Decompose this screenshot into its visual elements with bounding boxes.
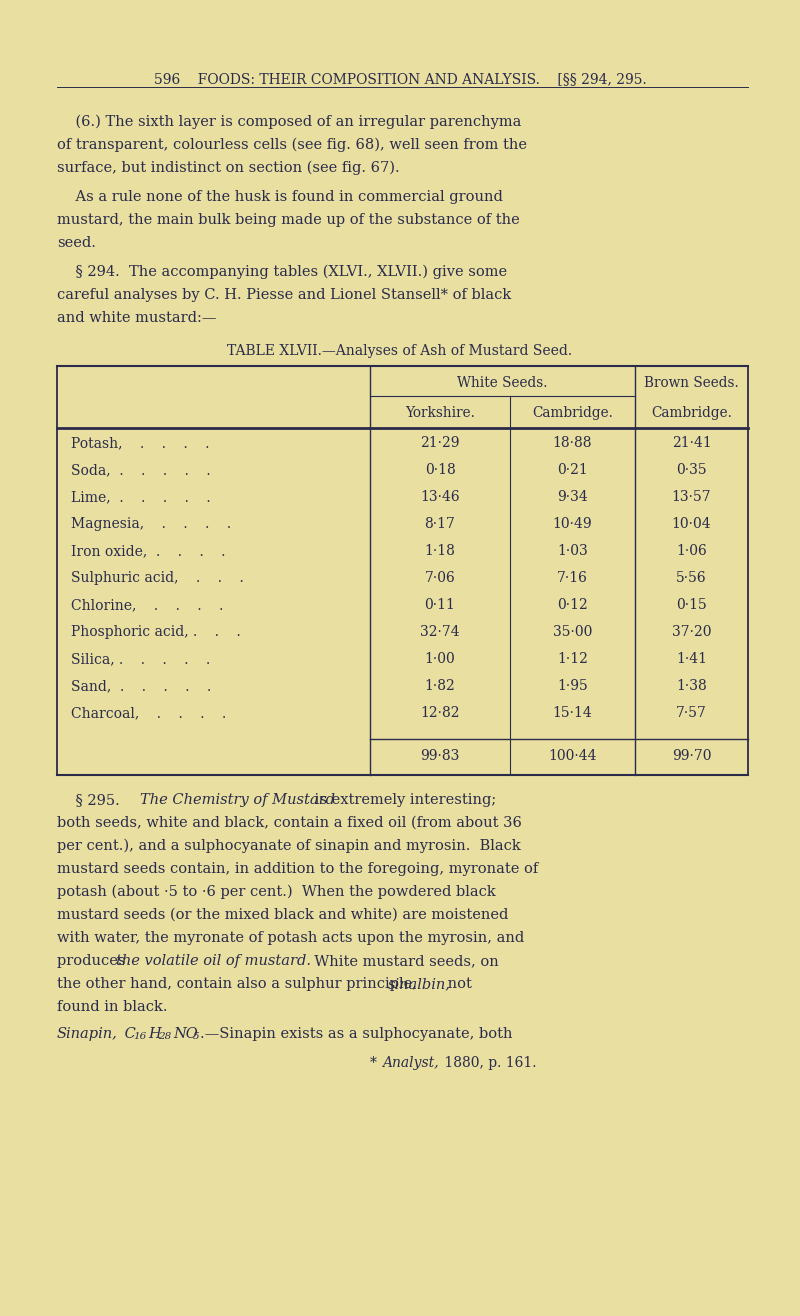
Text: Lime,  .    .    .    .    .: Lime, . . . . . — [71, 490, 210, 504]
Text: .—Sinapin exists as a sulphocyanate, both: .—Sinapin exists as a sulphocyanate, bot… — [200, 1026, 513, 1041]
Text: Potash,    .    .    .    .: Potash, . . . . — [71, 436, 210, 450]
Text: Sinapin,: Sinapin, — [57, 1026, 118, 1041]
Text: the volatile oil of mustard.: the volatile oil of mustard. — [116, 954, 311, 969]
Text: per cent.), and a sulphocyanate of sinapin and myrosin.  Black: per cent.), and a sulphocyanate of sinap… — [57, 840, 521, 853]
Text: 5: 5 — [193, 1032, 200, 1041]
Text: the other hand, contain also a sulphur principle,: the other hand, contain also a sulphur p… — [57, 976, 422, 991]
Text: 5·56: 5·56 — [676, 571, 707, 586]
Text: 13·57: 13·57 — [672, 490, 711, 504]
Text: Iron oxide,  .    .    .    .: Iron oxide, . . . . — [71, 544, 226, 558]
Text: mustard seeds contain, in addition to the foregoing, myronate of: mustard seeds contain, in addition to th… — [57, 862, 538, 876]
Text: not: not — [443, 976, 472, 991]
Text: 28: 28 — [158, 1032, 171, 1041]
Text: 32·74: 32·74 — [420, 625, 460, 640]
Text: careful analyses by C. H. Piesse and Lionel Stansell* of black: careful analyses by C. H. Piesse and Lio… — [57, 288, 511, 301]
Text: 18·88: 18·88 — [553, 436, 592, 450]
Text: 16: 16 — [133, 1032, 146, 1041]
Text: Cambridge.: Cambridge. — [651, 407, 732, 420]
Text: Sulphuric acid,    .    .    .: Sulphuric acid, . . . — [71, 571, 244, 586]
Text: 21·41: 21·41 — [672, 436, 711, 450]
Text: and white mustard:—: and white mustard:— — [57, 311, 217, 325]
Text: 1·00: 1·00 — [425, 651, 455, 666]
Text: 1·38: 1·38 — [676, 679, 707, 694]
Text: 7·16: 7·16 — [557, 571, 588, 586]
Text: 0·11: 0·11 — [425, 597, 455, 612]
Text: Soda,  .    .    .    .    .: Soda, . . . . . — [71, 463, 210, 476]
Text: mustard, the main bulk being made up of the substance of the: mustard, the main bulk being made up of … — [57, 213, 520, 226]
Text: 15·14: 15·14 — [553, 705, 592, 720]
Text: Chlorine,    .    .    .    .: Chlorine, . . . . — [71, 597, 223, 612]
Text: 99·83: 99·83 — [420, 749, 460, 763]
Text: 10·49: 10·49 — [553, 517, 592, 530]
Text: of transparent, colourless cells (see fig. 68), well seen from the: of transparent, colourless cells (see fi… — [57, 138, 527, 153]
Text: 1·82: 1·82 — [425, 679, 455, 694]
Text: Silica, .    .    .    .    .: Silica, . . . . . — [71, 651, 210, 666]
Text: 0·18: 0·18 — [425, 463, 455, 476]
Text: produces: produces — [57, 954, 130, 969]
Text: 99·70: 99·70 — [672, 749, 711, 763]
Text: Brown Seeds.: Brown Seeds. — [644, 376, 739, 390]
Text: 1·03: 1·03 — [557, 544, 588, 558]
Text: § 295.: § 295. — [57, 794, 124, 807]
Text: § 294.  The accompanying tables (XLVI., XLVII.) give some: § 294. The accompanying tables (XLVI., X… — [57, 265, 507, 279]
Text: Analyst,: Analyst, — [382, 1055, 438, 1070]
Text: 7·06: 7·06 — [425, 571, 455, 586]
Text: 100·44: 100·44 — [548, 749, 597, 763]
Text: TABLE XLVII.—Analyses of Ash of Mustard Seed.: TABLE XLVII.—Analyses of Ash of Mustard … — [227, 343, 573, 358]
Text: Sand,  .    .    .    .    .: Sand, . . . . . — [71, 679, 211, 694]
Text: 10·04: 10·04 — [672, 517, 711, 530]
Text: Cambridge.: Cambridge. — [532, 407, 613, 420]
Text: 0·35: 0·35 — [676, 463, 707, 476]
Text: 0·15: 0·15 — [676, 597, 707, 612]
Text: seed.: seed. — [57, 236, 96, 250]
Text: is extremely interesting;: is extremely interesting; — [310, 794, 496, 807]
Text: sinalbin,: sinalbin, — [388, 976, 451, 991]
Text: H: H — [148, 1026, 161, 1041]
Text: surface, but indistinct on section (see fig. 67).: surface, but indistinct on section (see … — [57, 161, 400, 175]
Text: 21·29: 21·29 — [420, 436, 460, 450]
Text: 0·12: 0·12 — [557, 597, 588, 612]
Text: potash (about ·5 to ·6 per cent.)  When the powdered black: potash (about ·5 to ·6 per cent.) When t… — [57, 884, 496, 899]
Text: Magnesia,    .    .    .    .: Magnesia, . . . . — [71, 517, 231, 530]
Text: 596    FOODS: THEIR COMPOSITION AND ANALYSIS.    [§§ 294, 295.: 596 FOODS: THEIR COMPOSITION AND ANALYSI… — [154, 72, 646, 86]
Text: 7·57: 7·57 — [676, 705, 707, 720]
Text: NO: NO — [173, 1026, 198, 1041]
Text: 0·21: 0·21 — [557, 463, 588, 476]
Text: 1880, p. 161.: 1880, p. 161. — [440, 1055, 537, 1070]
Text: 1·41: 1·41 — [676, 651, 707, 666]
Text: 12·82: 12·82 — [420, 705, 460, 720]
Text: mustard seeds (or the mixed black and white) are moistened: mustard seeds (or the mixed black and wh… — [57, 908, 508, 923]
Text: 1·95: 1·95 — [557, 679, 588, 694]
Text: (6.) The sixth layer is composed of an irregular parenchyma: (6.) The sixth layer is composed of an i… — [57, 114, 522, 129]
Text: *: * — [370, 1055, 382, 1070]
Text: White Seeds.: White Seeds. — [458, 376, 548, 390]
Text: 1·06: 1·06 — [676, 544, 707, 558]
Text: The Chemistry of Mustard: The Chemistry of Mustard — [140, 794, 335, 807]
Text: Yorkshire.: Yorkshire. — [405, 407, 475, 420]
Text: As a rule none of the husk is found in commercial ground: As a rule none of the husk is found in c… — [57, 190, 503, 204]
Text: both seeds, white and black, contain a fixed oil (from about 36: both seeds, white and black, contain a f… — [57, 816, 522, 830]
Text: Phosphoric acid, .    .    .: Phosphoric acid, . . . — [71, 625, 241, 640]
Text: Charcoal,    .    .    .    .: Charcoal, . . . . — [71, 705, 226, 720]
Text: 9·34: 9·34 — [557, 490, 588, 504]
Text: with water, the myronate of potash acts upon the myrosin, and: with water, the myronate of potash acts … — [57, 930, 524, 945]
Text: 35·00: 35·00 — [553, 625, 592, 640]
Text: 1·12: 1·12 — [557, 651, 588, 666]
Text: C: C — [120, 1026, 136, 1041]
Text: 1·18: 1·18 — [425, 544, 455, 558]
Text: White mustard seeds, on: White mustard seeds, on — [305, 954, 498, 969]
Text: 13·46: 13·46 — [420, 490, 460, 504]
Text: found in black.: found in black. — [57, 1000, 167, 1015]
Text: 8·17: 8·17 — [425, 517, 455, 530]
Text: 37·20: 37·20 — [672, 625, 711, 640]
